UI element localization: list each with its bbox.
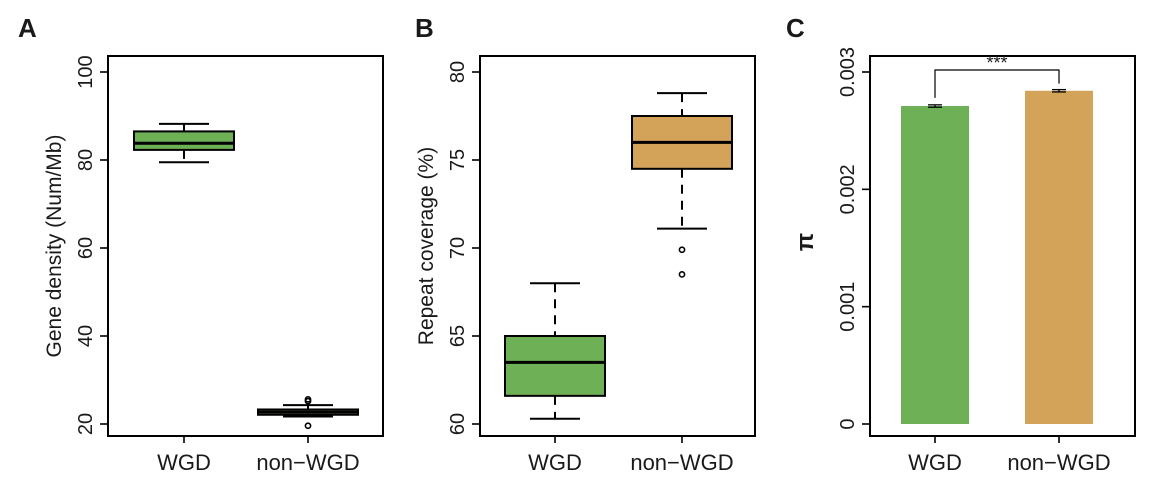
x-tick-label: WGD	[908, 450, 962, 475]
panel-b-x-labels: WGD non−WGD	[528, 436, 734, 475]
y-tick-label: 60	[447, 413, 469, 435]
panel-c-x-labels: WGD non−WGD	[908, 436, 1111, 475]
panel-a-x-labels: WGD non−WGD	[157, 436, 360, 475]
y-tick-label: 80	[75, 149, 97, 171]
y-tick-label: 0.001	[837, 282, 859, 332]
y-tick-label: 0	[837, 418, 859, 429]
outlier-point	[304, 395, 312, 403]
bar	[1025, 90, 1093, 425]
x-tick-label: WGD	[157, 450, 211, 475]
box-iqr	[133, 130, 235, 151]
outlier-point	[304, 422, 312, 430]
significance-label: ***	[986, 53, 1007, 73]
panel-c-letter: C	[786, 13, 805, 43]
x-tick-label: non−WGD	[1007, 450, 1110, 475]
y-tick-label: 75	[447, 149, 469, 171]
y-tick-label: 70	[447, 237, 469, 259]
panel-a: A 20 40 60 80 100 WGD non−WGD Gene density (N…	[18, 13, 384, 475]
outlier-point	[678, 270, 686, 278]
y-tick-label: 80	[447, 61, 469, 83]
panel-b-letter: B	[415, 13, 434, 43]
y-tick-label: 100	[75, 55, 97, 88]
panel-b-boxes	[504, 92, 733, 420]
y-tick-label: 0.003	[837, 47, 859, 97]
box-iqr	[504, 335, 606, 397]
y-tick-label: 20	[75, 413, 97, 435]
panel-b-y-axis-title: Repeat coverage (%)	[415, 147, 438, 345]
panel-c: C 0 0.001 0.002 0.003 *** WGD non−WGD π	[786, 13, 1136, 475]
panel-c-y-axis-title: π	[792, 233, 819, 251]
panel-b: B 60 65 70 75 80 WGD non−WGD Repeat coverage …	[415, 13, 756, 475]
panel-c-y-ticks: 0 0.001 0.002 0.003	[837, 47, 870, 430]
y-tick-label: 0.002	[837, 164, 859, 214]
panel-c-bars: ***	[901, 53, 1093, 425]
panel-a-plot-frame	[107, 55, 384, 437]
y-tick-label: 40	[75, 325, 97, 347]
bar	[901, 106, 969, 424]
panel-a-y-axis-title: Gene density (Num/Mb)	[43, 135, 66, 358]
panel-b-y-ticks: 60 65 70 75 80	[447, 61, 480, 435]
panel-a-y-ticks: 20 40 60 80 100	[75, 55, 108, 435]
x-tick-label: non−WGD	[630, 450, 733, 475]
x-tick-label: non−WGD	[256, 450, 359, 475]
y-tick-label: 65	[447, 325, 469, 347]
x-tick-label: WGD	[528, 450, 582, 475]
panel-a-letter: A	[18, 13, 37, 43]
panel-a-boxes	[133, 122, 359, 430]
outlier-point	[678, 246, 686, 254]
y-tick-label: 60	[75, 237, 97, 259]
significance-bracket	[934, 69, 1060, 98]
